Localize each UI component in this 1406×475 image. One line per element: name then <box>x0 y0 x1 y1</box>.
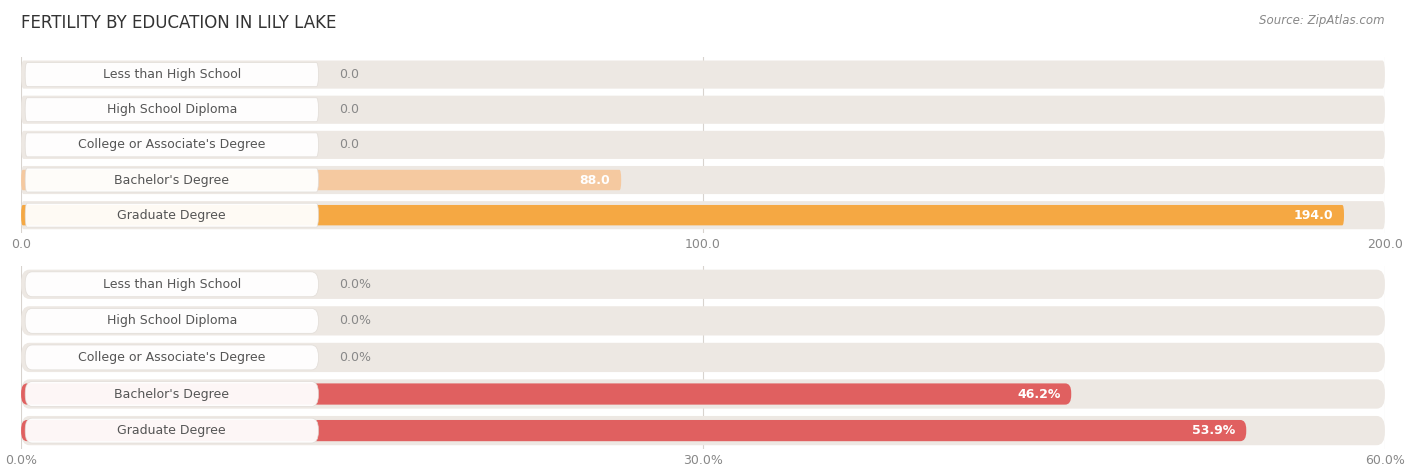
Text: 46.2%: 46.2% <box>1017 388 1060 400</box>
FancyBboxPatch shape <box>21 201 1385 229</box>
FancyBboxPatch shape <box>21 420 1246 441</box>
FancyBboxPatch shape <box>25 168 318 192</box>
Text: 88.0: 88.0 <box>579 173 610 187</box>
Text: 0.0: 0.0 <box>339 68 359 81</box>
FancyBboxPatch shape <box>21 343 1385 372</box>
Text: Graduate Degree: Graduate Degree <box>118 424 226 437</box>
FancyBboxPatch shape <box>21 170 621 190</box>
Text: Graduate Degree: Graduate Degree <box>118 209 226 222</box>
FancyBboxPatch shape <box>21 270 1385 299</box>
Text: High School Diploma: High School Diploma <box>107 314 238 327</box>
Text: Bachelor's Degree: Bachelor's Degree <box>114 173 229 187</box>
Text: FERTILITY BY EDUCATION IN LILY LAKE: FERTILITY BY EDUCATION IN LILY LAKE <box>21 14 336 32</box>
Text: College or Associate's Degree: College or Associate's Degree <box>79 138 266 152</box>
Text: College or Associate's Degree: College or Associate's Degree <box>79 351 266 364</box>
FancyBboxPatch shape <box>21 416 1385 445</box>
FancyBboxPatch shape <box>21 166 1385 194</box>
Text: 194.0: 194.0 <box>1294 209 1333 222</box>
FancyBboxPatch shape <box>25 133 318 157</box>
Text: 0.0: 0.0 <box>339 138 359 152</box>
FancyBboxPatch shape <box>21 380 1385 408</box>
FancyBboxPatch shape <box>25 272 318 297</box>
FancyBboxPatch shape <box>21 60 1385 89</box>
FancyBboxPatch shape <box>21 306 1385 335</box>
FancyBboxPatch shape <box>21 383 1071 405</box>
FancyBboxPatch shape <box>25 381 318 407</box>
Text: 0.0%: 0.0% <box>339 278 371 291</box>
FancyBboxPatch shape <box>25 345 318 370</box>
Text: High School Diploma: High School Diploma <box>107 103 238 116</box>
Text: Less than High School: Less than High School <box>103 278 240 291</box>
Text: Bachelor's Degree: Bachelor's Degree <box>114 388 229 400</box>
FancyBboxPatch shape <box>25 203 318 227</box>
FancyBboxPatch shape <box>25 98 318 122</box>
Text: 0.0%: 0.0% <box>339 351 371 364</box>
FancyBboxPatch shape <box>21 205 1344 225</box>
FancyBboxPatch shape <box>25 418 318 443</box>
Text: 0.0: 0.0 <box>339 103 359 116</box>
FancyBboxPatch shape <box>25 308 318 333</box>
FancyBboxPatch shape <box>21 131 1385 159</box>
Text: 0.0%: 0.0% <box>339 314 371 327</box>
Text: Source: ZipAtlas.com: Source: ZipAtlas.com <box>1260 14 1385 27</box>
FancyBboxPatch shape <box>21 95 1385 124</box>
Text: Less than High School: Less than High School <box>103 68 240 81</box>
Text: 53.9%: 53.9% <box>1192 424 1236 437</box>
FancyBboxPatch shape <box>25 63 318 86</box>
